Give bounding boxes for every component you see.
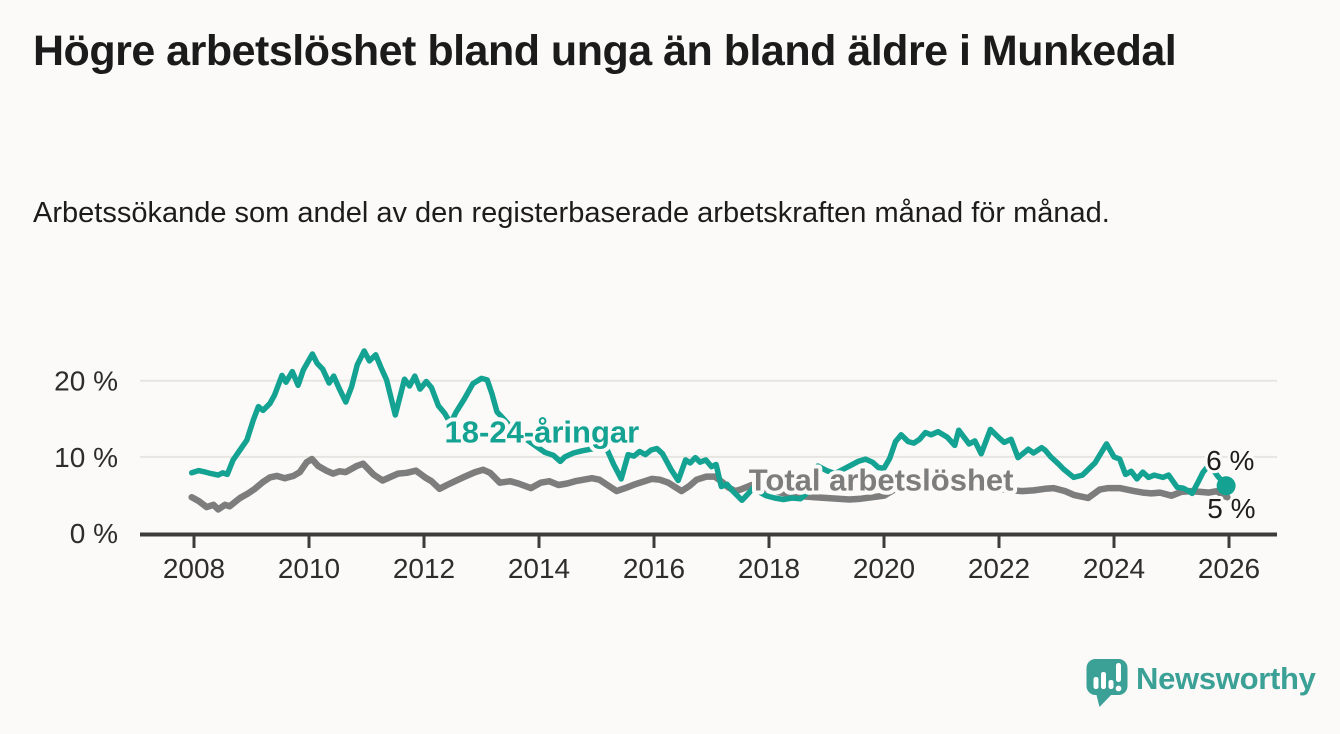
x-tick-label: 2018 (738, 553, 800, 584)
series-label-young: 18-24-åringar (445, 415, 640, 450)
x-tick-label: 2026 (1198, 553, 1260, 584)
y-tick-label: 10 % (54, 442, 118, 473)
latest-value-label-total: 5 % (1207, 493, 1255, 524)
series-line-young (188, 348, 1229, 504)
page-title: Högre arbetslöshet bland unga än bland ä… (33, 27, 1177, 75)
logo-bubble (1086, 659, 1128, 695)
series-line-total (188, 455, 1231, 513)
x-tick-label: 2024 (1083, 553, 1145, 584)
series-label-total: Total arbetslöshet (749, 463, 1014, 498)
line-chart: 2008 2010 2012 2014 2016 2018 2020 2022 2024 2026… (54, 348, 1277, 584)
chart-subtitle: Arbetssökande som andel av den registerb… (33, 197, 1110, 229)
x-tick-label: 2014 (508, 553, 570, 584)
y-tick-label: 20 % (54, 366, 118, 397)
newsworthy-logo-icon (1086, 659, 1128, 707)
latest-value-label-young: 6 % (1206, 445, 1254, 476)
x-tick-label: 2020 (853, 553, 915, 584)
x-tick-label: 2008 (163, 553, 225, 584)
x-tick-label: 2012 (393, 553, 455, 584)
latest-point-dot (1216, 476, 1236, 496)
newsworthy-brand-text: Newsworthy (1136, 661, 1316, 696)
x-tick-label: 2010 (278, 553, 340, 584)
x-tick-label: 2016 (623, 553, 685, 584)
y-tick-label: 0 % (70, 518, 118, 549)
logo-bubble-tail (1096, 693, 1113, 707)
x-tick-label: 2022 (968, 553, 1030, 584)
logo-bar-chart-icon (1093, 663, 1122, 692)
